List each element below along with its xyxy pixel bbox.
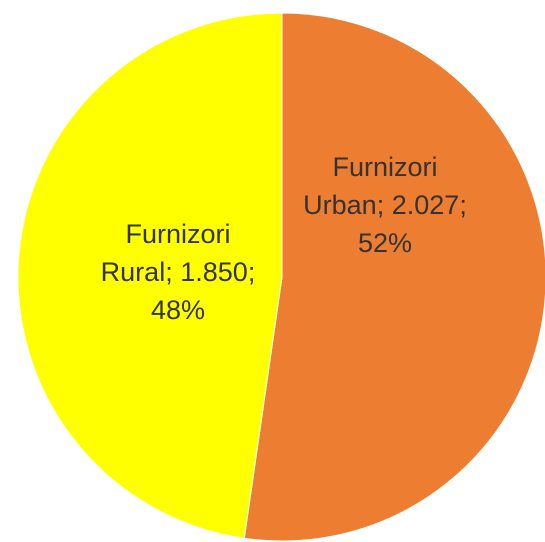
- slice-value: 2.027: [391, 190, 460, 220]
- pie-slice: [243, 12, 545, 542]
- slice-label: Furnizori Rural; 1.850; 48%: [98, 215, 258, 329]
- slice-percent: 52%: [357, 228, 413, 258]
- label-separator: ;: [376, 190, 385, 220]
- label-separator: ;: [165, 257, 173, 287]
- pie-slice: [17, 12, 283, 539]
- slice-category: Furnizori Urban: [303, 152, 438, 220]
- label-separator: ;: [247, 257, 256, 287]
- slice-percent: 48%: [150, 295, 206, 325]
- slice-value: 1.850: [180, 257, 248, 287]
- slice-label: Furnizori Urban; 2.027; 52%: [290, 148, 480, 262]
- label-separator: ;: [459, 190, 467, 220]
- slice-category: Furnizori Rural: [100, 219, 231, 287]
